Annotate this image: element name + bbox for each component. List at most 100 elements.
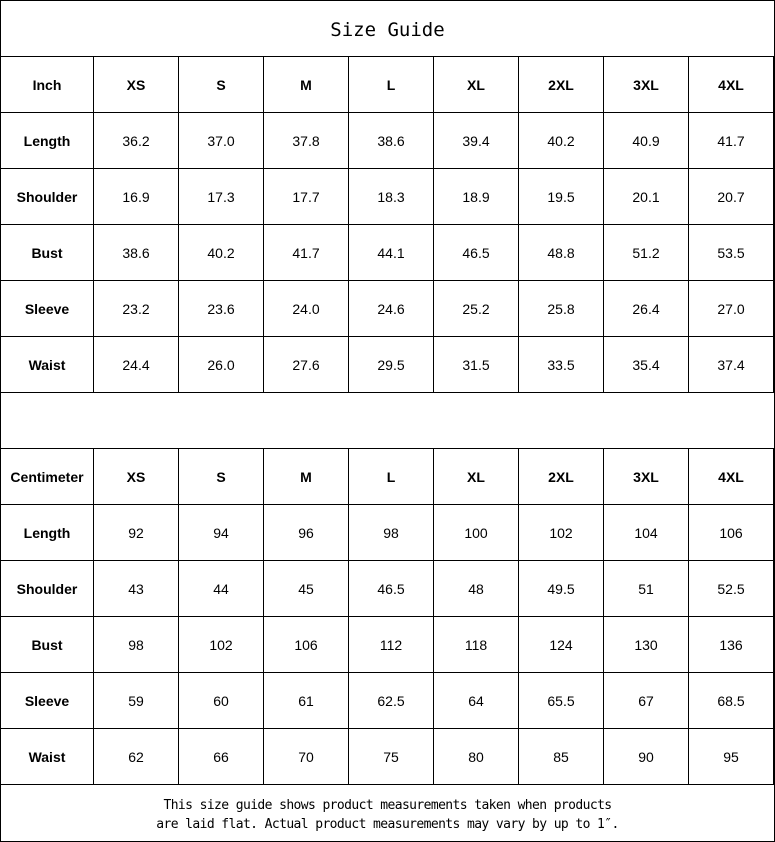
measurement-value: 60 xyxy=(178,672,264,729)
measurement-value: 25.2 xyxy=(433,280,519,337)
table-row: Length 92 94 96 98 100 102 104 106 xyxy=(0,504,774,561)
measurement-value: 40.2 xyxy=(178,224,264,281)
measurement-value: 75 xyxy=(348,728,434,785)
measurement-label: Shoulder xyxy=(0,560,94,617)
header-row: Centimeter XS S M L XL 2XL 3XL 4XL xyxy=(0,448,774,505)
size-header: M xyxy=(263,448,349,505)
measurement-value: 23.6 xyxy=(178,280,264,337)
table-row: Shoulder 43 44 45 46.5 48 49.5 51 52.5 xyxy=(0,560,774,617)
measurement-label: Bust xyxy=(0,616,94,673)
measurement-label: Shoulder xyxy=(0,168,94,225)
measurement-value: 92 xyxy=(93,504,179,561)
centimeter-size-table: Centimeter XS S M L XL 2XL 3XL 4XL Length 92 94 96 98… xyxy=(0,448,774,785)
measurement-value: 27.0 xyxy=(688,280,774,337)
measurement-value: 62 xyxy=(93,728,179,785)
measurement-value: 130 xyxy=(603,616,689,673)
size-header: 2XL xyxy=(518,56,604,113)
measurement-value: 29.5 xyxy=(348,336,434,393)
measurement-value: 44 xyxy=(178,560,264,617)
size-header: XL xyxy=(433,56,519,113)
measurement-value: 37.8 xyxy=(263,112,349,169)
measurement-value: 53.5 xyxy=(688,224,774,281)
measurement-value: 95 xyxy=(688,728,774,785)
size-header: 4XL xyxy=(688,448,774,505)
measurement-value: 35.4 xyxy=(603,336,689,393)
measurement-value: 24.0 xyxy=(263,280,349,337)
measurement-label: Waist xyxy=(0,728,94,785)
measurement-value: 48 xyxy=(433,560,519,617)
measurement-value: 37.4 xyxy=(688,336,774,393)
measurement-value: 24.6 xyxy=(348,280,434,337)
measurement-value: 102 xyxy=(518,504,604,561)
measurement-value: 46.5 xyxy=(348,560,434,617)
measurement-value: 106 xyxy=(263,616,349,673)
measurement-value: 51 xyxy=(603,560,689,617)
measurement-value: 59 xyxy=(93,672,179,729)
measurement-value: 26.4 xyxy=(603,280,689,337)
measurement-value: 61 xyxy=(263,672,349,729)
measurement-value: 18.9 xyxy=(433,168,519,225)
measurement-value: 40.9 xyxy=(603,112,689,169)
table-row: Bust 98 102 106 112 118 124 130 136 xyxy=(0,616,774,673)
measurement-value: 33.5 xyxy=(518,336,604,393)
measurement-value: 70 xyxy=(263,728,349,785)
unit-header: Inch xyxy=(0,56,94,113)
table-row: Waist 24.4 26.0 27.6 29.5 31.5 33.5 35.4 37.4 xyxy=(0,336,774,393)
measurement-value: 26.0 xyxy=(178,336,264,393)
measurement-label: Length xyxy=(0,504,94,561)
measurement-value: 49.5 xyxy=(518,560,604,617)
measurement-value: 45 xyxy=(263,560,349,617)
measurement-value: 98 xyxy=(348,504,434,561)
size-header: L xyxy=(348,448,434,505)
measurement-value: 44.1 xyxy=(348,224,434,281)
measurement-value: 19.5 xyxy=(518,168,604,225)
measurement-value: 64 xyxy=(433,672,519,729)
measurement-label: Length xyxy=(0,112,94,169)
unit-header: Centimeter xyxy=(0,448,94,505)
measurement-value: 36.2 xyxy=(93,112,179,169)
measurement-label: Sleeve xyxy=(0,280,94,337)
size-header: 3XL xyxy=(603,448,689,505)
inch-size-table: Inch XS S M L XL 2XL 3XL 4XL Length 36.2 37.0 37.8 38… xyxy=(0,56,774,393)
measurement-value: 136 xyxy=(688,616,774,673)
measurement-value: 96 xyxy=(263,504,349,561)
measurement-value: 41.7 xyxy=(688,112,774,169)
measurement-value: 16.9 xyxy=(93,168,179,225)
table-row: Bust 38.6 40.2 41.7 44.1 46.5 48.8 51.2 53.5 xyxy=(0,224,774,281)
measurement-value: 43 xyxy=(93,560,179,617)
size-header: 3XL xyxy=(603,56,689,113)
size-header: L xyxy=(348,56,434,113)
footer-line-1: This size guide shows product measuremen… xyxy=(163,798,612,813)
measurement-value: 80 xyxy=(433,728,519,785)
measurement-value: 85 xyxy=(518,728,604,785)
table-row: Length 36.2 37.0 37.8 38.6 39.4 40.2 40.9 41.7 xyxy=(0,112,774,169)
measurement-value: 124 xyxy=(518,616,604,673)
measurement-value: 46.5 xyxy=(433,224,519,281)
size-header: M xyxy=(263,56,349,113)
measurement-value: 51.2 xyxy=(603,224,689,281)
measurement-value: 62.5 xyxy=(348,672,434,729)
measurement-value: 66 xyxy=(178,728,264,785)
measurement-value: 18.3 xyxy=(348,168,434,225)
table-row: Shoulder 16.9 17.3 17.7 18.3 18.9 19.5 20.1 20.7 xyxy=(0,168,774,225)
measurement-value: 98 xyxy=(93,616,179,673)
measurement-value: 37.0 xyxy=(178,112,264,169)
measurement-value: 102 xyxy=(178,616,264,673)
measurement-value: 67 xyxy=(603,672,689,729)
measurement-value: 17.7 xyxy=(263,168,349,225)
size-header: 2XL xyxy=(518,448,604,505)
measurement-value: 24.4 xyxy=(93,336,179,393)
measurement-value: 41.7 xyxy=(263,224,349,281)
measurement-value: 106 xyxy=(688,504,774,561)
size-header: 4XL xyxy=(688,56,774,113)
measurement-value: 112 xyxy=(348,616,434,673)
measurement-label: Bust xyxy=(0,224,94,281)
measurement-value: 40.2 xyxy=(518,112,604,169)
footer-line-2: are laid flat. Actual product measuremen… xyxy=(156,817,619,832)
size-header: XL xyxy=(433,448,519,505)
size-header: S xyxy=(178,448,264,505)
measurement-label: Sleeve xyxy=(0,672,94,729)
measurement-value: 20.7 xyxy=(688,168,774,225)
measurement-value: 68.5 xyxy=(688,672,774,729)
measurement-value: 48.8 xyxy=(518,224,604,281)
